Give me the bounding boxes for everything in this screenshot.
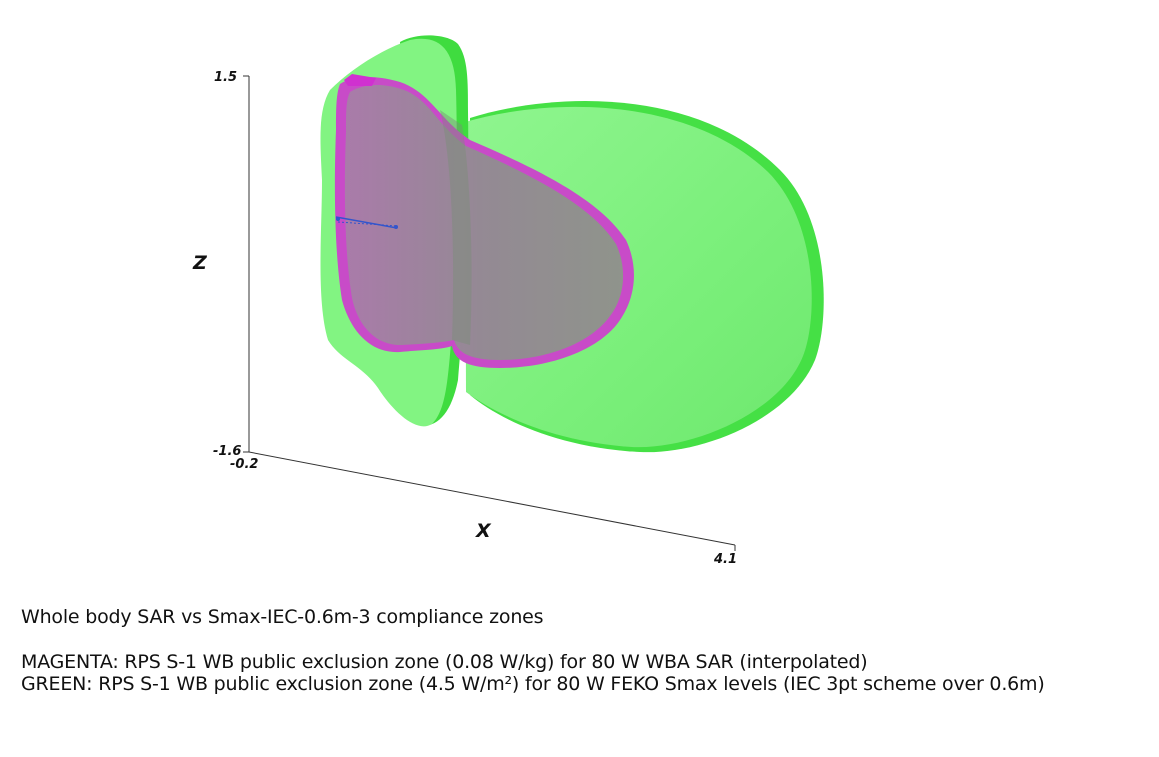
caption-magenta-zone: MAGENTA: RPS S-1 WB public exclusion zon… <box>21 651 868 673</box>
x-min-tick-label: -0.2 <box>230 457 258 472</box>
z-max-tick-label: 1.5 <box>214 70 237 85</box>
x-axis-line <box>248 451 736 546</box>
magenta-exclusion-zone <box>334 74 634 368</box>
x-axis-title: X <box>475 520 492 542</box>
magenta-top-cap <box>344 74 376 86</box>
z-min-tick-label: -1.6 <box>213 444 241 459</box>
magenta-zone-body <box>344 85 624 360</box>
x-max-tick-label: 4.1 <box>713 552 737 567</box>
compliance-zone-scene: 1.5 -1.6 -0.2 4.1 Z X <box>192 35 824 567</box>
z-axis-title: Z <box>192 252 208 274</box>
antenna-marker <box>335 216 399 229</box>
axes <box>243 75 736 551</box>
caption-green-zone: GREEN: RPS S-1 WB public exclusion zone … <box>21 673 1045 695</box>
magenta-shade-band <box>440 110 472 345</box>
caption-title: Whole body SAR vs Smax-IEC-0.6m-3 compli… <box>21 606 544 628</box>
